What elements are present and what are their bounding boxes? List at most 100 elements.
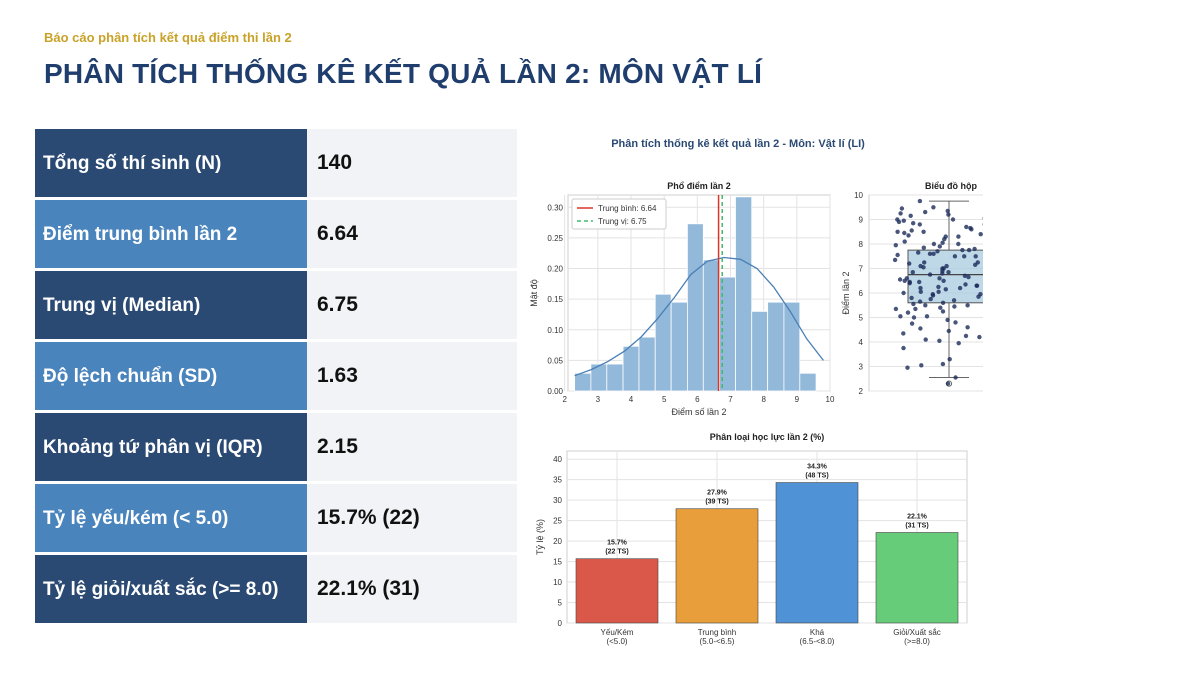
data-point [940, 266, 945, 271]
data-point [945, 381, 951, 386]
data-point [964, 224, 969, 230]
data-point [953, 320, 958, 325]
data-point [924, 314, 930, 319]
stat-value: 22.1% (31) [307, 555, 517, 623]
bar-count-label: (48 TS) [805, 473, 828, 480]
stat-row: Tỷ lệ giỏi/xuất sắc (>= 8.0) 22.1% (31) [35, 555, 517, 623]
data-point [907, 279, 912, 285]
x-category-range: (>=8.0) [904, 637, 930, 646]
y-tick-label: 5 [558, 599, 563, 608]
data-point [902, 239, 907, 244]
y-tick-label: 4 [859, 338, 864, 347]
x-tick-label: 2 [562, 395, 567, 404]
data-point [902, 230, 907, 236]
category-bar [675, 508, 759, 624]
stat-label: Khoảng tứ phân vị (IQR) [35, 413, 307, 481]
x-tick-label: 9 [795, 395, 800, 404]
data-point [893, 306, 899, 312]
data-point [917, 299, 923, 304]
category-bar [575, 558, 659, 624]
data-point [940, 309, 946, 314]
x-category-label: Giỏi/Xuất sắc [893, 628, 941, 637]
histogram-bar [574, 372, 592, 392]
x-tick-label: 8 [761, 395, 766, 404]
data-point [892, 257, 898, 263]
data-point [906, 233, 911, 238]
data-point [917, 279, 922, 285]
y-tick-label: 2 [859, 387, 864, 396]
data-point [899, 206, 905, 211]
y-tick-label: 5 [859, 314, 864, 323]
data-point [966, 247, 972, 253]
data-point [895, 252, 900, 258]
bar-value-label: 27.9% [707, 490, 728, 497]
bar-value-label: 15.7% [607, 540, 628, 547]
y-tick-label: 0.25 [547, 234, 563, 243]
x-tick-label: 7 [728, 395, 733, 404]
data-point [965, 325, 970, 330]
boxplot-chart: Biểu đồ hộp 2 3 4 5 6 7 8 9 10 Điểm lần 2 [841, 181, 983, 396]
data-point [927, 272, 933, 277]
data-point [931, 241, 937, 247]
data-point [963, 333, 969, 339]
histogram-bar [735, 196, 753, 392]
y-tick-label: 35 [553, 476, 562, 485]
stat-value: 140 [307, 129, 517, 197]
bar-value-label: 34.3% [807, 464, 828, 471]
data-point [946, 270, 951, 275]
data-point [935, 249, 940, 254]
stat-value: 15.7% (22) [307, 484, 517, 552]
y-tick-label: 0.30 [547, 203, 563, 212]
data-point [953, 375, 958, 380]
legend-median-label: Trung vị: 6.75 [598, 217, 647, 226]
data-point [923, 303, 928, 308]
data-point [951, 298, 957, 303]
y-tick-label: 6 [859, 289, 864, 298]
data-point [936, 289, 941, 294]
data-point [913, 306, 918, 312]
stat-row: Khoảng tứ phân vị (IQR) 2.15 [35, 413, 517, 481]
data-point [947, 357, 952, 362]
data-point [909, 321, 915, 326]
data-point [950, 217, 956, 222]
histogram-legend [571, 198, 667, 230]
data-point [930, 292, 935, 297]
data-point [943, 234, 948, 239]
stat-row: Tổng số thí sinh (N) 140 [35, 129, 517, 197]
x-category-label: Khá [810, 628, 825, 637]
stat-label: Trung vị (Median) [35, 271, 307, 339]
legend-mean-label: Trung bình: 6.64 [598, 204, 657, 213]
data-point [921, 229, 926, 234]
stat-value: 2.15 [307, 413, 517, 481]
boxplot-title: Biểu đồ hộp [925, 181, 977, 191]
bar-count-label: (39 TS) [705, 499, 728, 506]
boxplot-ylabel: Điểm lần 2 [841, 271, 851, 314]
data-point [941, 278, 946, 283]
stat-label: Tỷ lệ giỏi/xuất sắc (>= 8.0) [35, 555, 307, 623]
category-bar [775, 482, 859, 624]
histogram-bar [638, 336, 656, 392]
y-tick-label: 3 [859, 363, 864, 372]
y-tick-label: 15 [553, 558, 562, 567]
x-category-range: (<5.0) [606, 637, 627, 646]
data-point [917, 198, 923, 204]
data-point [923, 209, 928, 215]
data-point [905, 365, 910, 370]
data-point [977, 334, 982, 340]
y-tick-label: 8 [859, 240, 864, 249]
stat-label: Điểm trung bình lần 2 [35, 200, 307, 268]
data-point [956, 341, 961, 346]
data-point [918, 263, 923, 269]
data-point [901, 218, 906, 223]
data-point [895, 229, 900, 234]
stat-label: Tổng số thí sinh (N) [35, 129, 307, 197]
data-point [982, 223, 983, 226]
y-tick-label: 0.00 [547, 387, 563, 396]
data-point [937, 244, 942, 249]
data-point [946, 328, 951, 334]
bar-value-label: 22.1% [907, 513, 928, 520]
y-tick-label: 0.10 [547, 326, 563, 335]
x-tick-label: 6 [695, 395, 700, 404]
histogram-bar [670, 301, 688, 392]
data-point [982, 216, 983, 220]
